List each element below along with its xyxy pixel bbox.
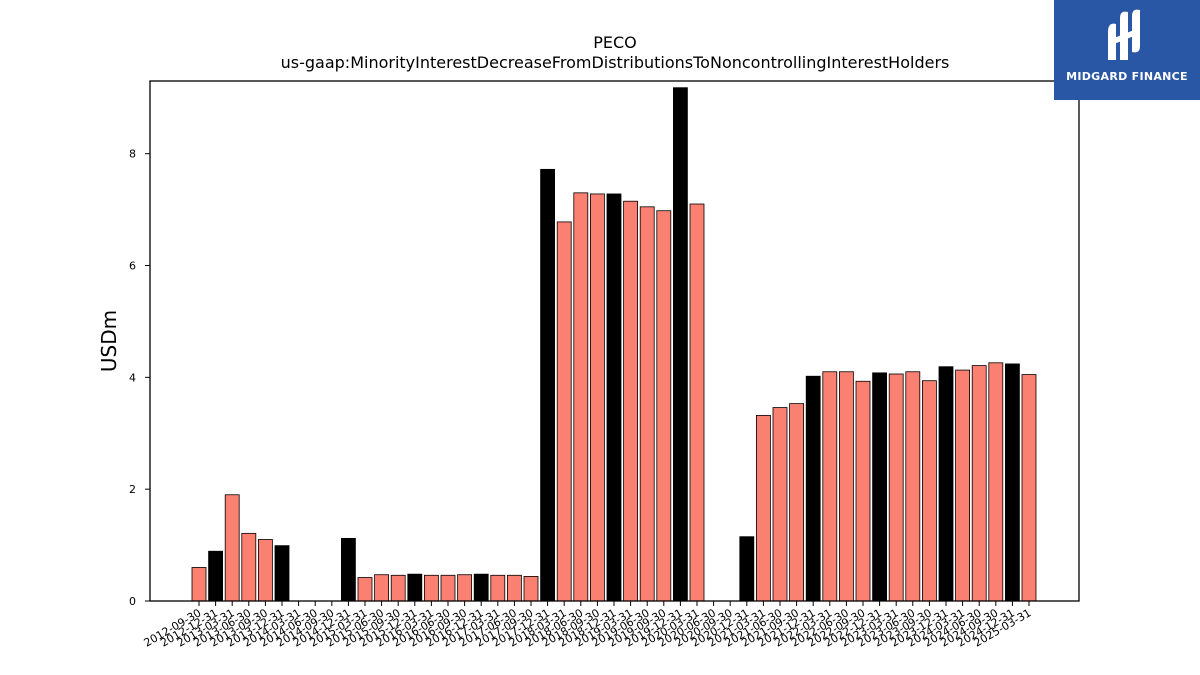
chart-title: PECO xyxy=(593,33,637,52)
bar-2023-09-30 xyxy=(922,380,937,602)
y-tick-label: 4 xyxy=(129,371,136,384)
bar-2017-12-31 xyxy=(540,168,555,602)
bar-2024-09-30 xyxy=(988,362,1004,602)
brand-logo: MIDGARD FINANCE xyxy=(1054,0,1200,100)
bar-2017-09-30 xyxy=(523,576,539,602)
bar-2024-06-30 xyxy=(971,365,987,602)
bar-2022-06-30 xyxy=(839,371,854,602)
bar-2022-03-31 xyxy=(822,371,838,602)
bar-2023-03-31 xyxy=(888,373,904,602)
bar-2019-12-31 xyxy=(673,87,688,602)
bar-2019-06-30 xyxy=(639,206,655,602)
y-axis-ticks: 0 2 4 6 8 xyxy=(129,148,150,608)
bar-2019-03-31 xyxy=(623,200,638,602)
y-tick-label: 6 xyxy=(129,260,136,273)
y-tick-label: 0 xyxy=(129,595,136,608)
bar-2016-03-31 xyxy=(423,574,439,602)
bar-2023-12-31 xyxy=(938,366,954,602)
y-tick-label: 2 xyxy=(129,483,136,496)
bar-2017-03-31 xyxy=(490,574,506,602)
bar-2021-12-31 xyxy=(805,375,821,602)
bar-2012-12-31 xyxy=(208,550,224,602)
brand-logo-text: MIDGARD FINANCE xyxy=(1066,70,1188,83)
bar-2015-06-30 xyxy=(374,574,390,602)
plot-frame xyxy=(149,80,1080,602)
bar-2015-03-31 xyxy=(357,577,373,602)
bar-2021-03-31 xyxy=(756,414,771,602)
bar-2015-12-31 xyxy=(407,573,423,602)
bar-2013-06-30 xyxy=(241,532,257,602)
bar-2024-03-31 xyxy=(955,369,970,602)
bar-2022-12-31 xyxy=(872,372,887,602)
y-tick-label: 8 xyxy=(129,148,136,161)
bar-2018-06-30 xyxy=(573,192,589,602)
bar-2014-12-31 xyxy=(340,537,356,602)
bar-2013-03-31 xyxy=(224,494,240,602)
bar-2015-09-30 xyxy=(390,574,406,602)
bar-2020-12-31 xyxy=(739,536,755,602)
bar-2016-09-30 xyxy=(457,574,473,602)
bar-2023-06-30 xyxy=(905,371,921,602)
x-axis-ticks: 2012-09-302012-12-312013-03-312013-06-30… xyxy=(142,601,1034,650)
bar-2025-03-31 xyxy=(1021,374,1037,602)
bar-2013-09-30 xyxy=(257,539,273,602)
bar-2016-12-31 xyxy=(473,573,489,602)
bar-2013-12-31 xyxy=(274,545,290,602)
bar-2018-12-31 xyxy=(606,193,622,602)
midgard-finance-logo-icon xyxy=(1108,9,1140,61)
chart-subtitle: us-gaap:MinorityInterestDecreaseFromDist… xyxy=(281,53,950,72)
bar-2018-09-30 xyxy=(590,193,605,602)
bar-2020-03-31 xyxy=(689,203,705,602)
bar-2012-09-30 xyxy=(191,567,207,602)
bar-2021-06-30 xyxy=(772,407,788,602)
bar-2019-09-30 xyxy=(656,210,672,602)
y-axis-label: USDm xyxy=(97,310,121,372)
bar-2016-06-30 xyxy=(440,574,456,602)
bar-series xyxy=(191,87,1037,602)
bar-2018-03-31 xyxy=(556,221,572,602)
bar-2021-09-30 xyxy=(789,403,804,602)
bar-2022-09-30 xyxy=(855,380,871,602)
bar-2017-06-30 xyxy=(506,574,522,602)
bar-2024-12-31 xyxy=(1005,363,1020,602)
